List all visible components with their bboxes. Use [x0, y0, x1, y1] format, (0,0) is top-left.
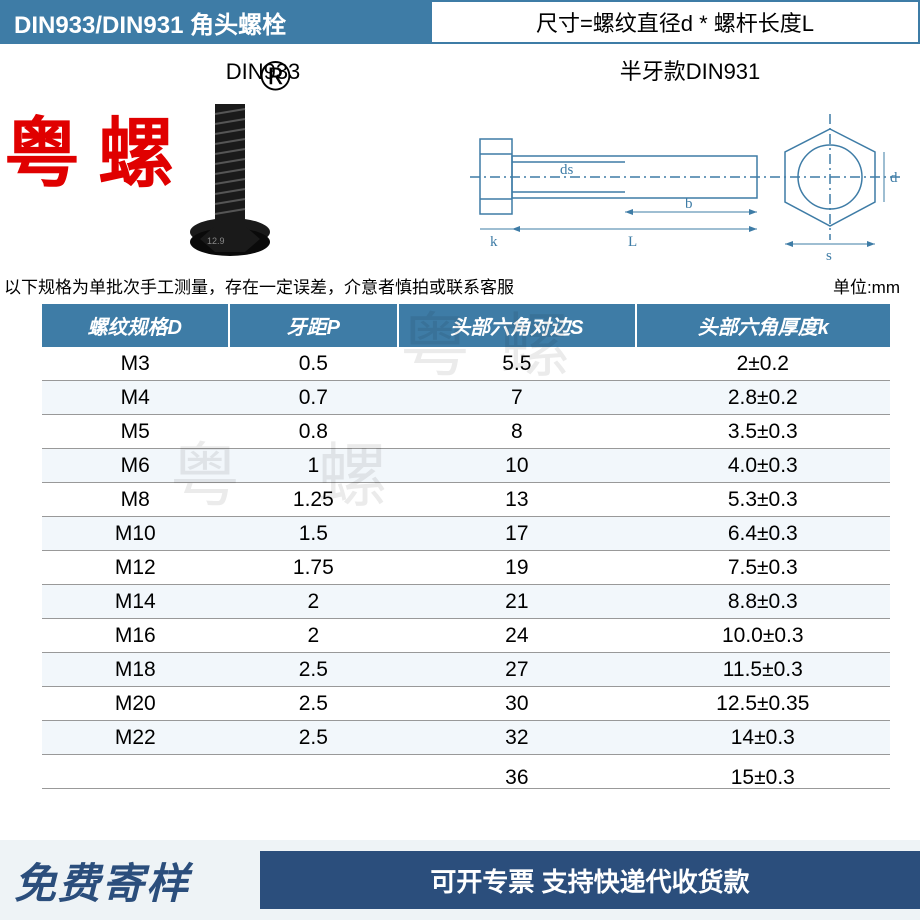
table-cell: 10.0±0.3 [636, 619, 890, 653]
table-cell: M10 [42, 517, 229, 551]
caption-row: 以下规格为单批次手工测量，存在一定误差，介意者慎拍或联系客服 单位:mm [0, 269, 920, 304]
table-cell: 10 [398, 449, 635, 483]
header-row: DIN933/DIN931 角头螺栓 尺寸=螺纹直径d * 螺杆长度L [0, 0, 920, 44]
footer-band: 免费寄样 可开专票 支持快递代收货款 [0, 840, 920, 920]
diagrams-section: 粤螺 ® 全牙款DIN933 12.9 半牙款DIN931 [0, 44, 920, 269]
table-cell: 2.5 [229, 721, 399, 755]
table-cell: 2.5 [229, 687, 399, 721]
table-cell: M3 [42, 347, 229, 381]
table-cell: M6 [42, 449, 229, 483]
table-cell: 2±0.2 [636, 347, 890, 381]
table-cell: M8 [42, 483, 229, 517]
table-row: M61104.0±0.3 [42, 449, 890, 483]
table-cell: 8.8±0.3 [636, 585, 890, 619]
table-cell: 1.75 [229, 551, 399, 585]
svg-text:b: b [685, 196, 693, 212]
table-cell: 1.25 [229, 483, 399, 517]
svg-text:d: d [890, 170, 898, 186]
col-header-s: 头部六角对边S [398, 304, 635, 347]
col-header-k: 头部六角厚度k [636, 304, 890, 347]
table-cell: M22 [42, 721, 229, 755]
table-cell: 7 [398, 381, 635, 415]
spec-table-wrap: 螺纹规格D 牙距P 头部六角对边S 头部六角厚度k M30.55.52±0.2M… [0, 304, 920, 789]
table-cell: 5.5 [398, 347, 635, 381]
table-cell [42, 755, 229, 789]
table-cell: 1.5 [229, 517, 399, 551]
col-header-d: 螺纹规格D [42, 304, 229, 347]
unit-label: 单位:mm [833, 273, 900, 298]
diagram-left-label: 全牙款DIN933 [0, 54, 460, 86]
svg-text:ds: ds [560, 162, 574, 178]
table-row: M1622410.0±0.3 [42, 619, 890, 653]
table-cell: 4.0±0.3 [636, 449, 890, 483]
table-cell: 0.8 [229, 415, 399, 449]
table-cell: 8 [398, 415, 635, 449]
diagram-right: 半牙款DIN931 [460, 44, 920, 269]
table-cell: 2 [229, 585, 399, 619]
table-cell: 2.8±0.2 [636, 381, 890, 415]
table-row: M222.53214±0.3 [42, 721, 890, 755]
table-cell: 1 [229, 449, 399, 483]
table-cell: 2.5 [229, 653, 399, 687]
brand-watermark: 粤螺 [4, 92, 192, 202]
table-cell: 24 [398, 619, 635, 653]
footer-free-sample: 免费寄样 [0, 850, 260, 911]
spec-table: 螺纹规格D 牙距P 头部六角对边S 头部六角厚度k M30.55.52±0.2M… [42, 304, 890, 789]
svg-text:k: k [490, 234, 498, 250]
measurement-note: 以下规格为单批次手工测量，存在一定误差，介意者慎拍或联系客服 [4, 273, 514, 298]
table-row: M142218.8±0.3 [42, 585, 890, 619]
table-cell: M5 [42, 415, 229, 449]
table-cell: 30 [398, 687, 635, 721]
table-cell: 14±0.3 [636, 721, 890, 755]
table-cell: 7.5±0.3 [636, 551, 890, 585]
table-cell: 15±0.3 [636, 755, 890, 789]
table-cell: 0.7 [229, 381, 399, 415]
table-cell: M16 [42, 619, 229, 653]
table-row: M40.772.8±0.2 [42, 381, 890, 415]
table-cell: 11.5±0.3 [636, 653, 890, 687]
table-cell: 13 [398, 483, 635, 517]
diagram-right-label: 半牙款DIN931 [460, 54, 920, 86]
svg-text:12.9: 12.9 [207, 236, 225, 246]
header-formula: 尺寸=螺纹直径d * 螺杆长度L [430, 0, 920, 44]
col-header-p: 牙距P [229, 304, 399, 347]
table-row: M50.883.5±0.3 [42, 415, 890, 449]
table-cell: 2 [229, 619, 399, 653]
bolt-technical-drawing: k L b ds d s [470, 94, 910, 269]
table-row: M121.75197.5±0.3 [42, 551, 890, 585]
table-cell: M14 [42, 585, 229, 619]
table-cell: 17 [398, 517, 635, 551]
footer-invoice-cod: 可开专票 支持快递代收货款 [260, 851, 920, 909]
table-cell: 21 [398, 585, 635, 619]
svg-text:s: s [826, 248, 832, 264]
table-cell: 3.5±0.3 [636, 415, 890, 449]
table-cell: 19 [398, 551, 635, 585]
table-cell: 0.5 [229, 347, 399, 381]
table-cell: M20 [42, 687, 229, 721]
registered-mark: ® [260, 52, 291, 100]
table-cell: M4 [42, 381, 229, 415]
table-cell: M12 [42, 551, 229, 585]
table-cell [229, 755, 399, 789]
table-cell: 6.4±0.3 [636, 517, 890, 551]
table-cell: 36 [398, 755, 635, 789]
table-cell: 27 [398, 653, 635, 687]
table-row: M101.5176.4±0.3 [42, 517, 890, 551]
table-cell: 5.3±0.3 [636, 483, 890, 517]
svg-text:L: L [628, 234, 637, 250]
header-title-left: DIN933/DIN931 角头螺栓 [0, 0, 430, 44]
table-cell: M18 [42, 653, 229, 687]
table-row: M202.53012.5±0.35 [42, 687, 890, 721]
table-row-cut: 3615±0.3 [42, 755, 890, 789]
table-cell: 32 [398, 721, 635, 755]
table-row: M30.55.52±0.2 [42, 347, 890, 381]
table-cell: 12.5±0.35 [636, 687, 890, 721]
table-row: M182.52711.5±0.3 [42, 653, 890, 687]
table-header-row: 螺纹规格D 牙距P 头部六角对边S 头部六角厚度k [42, 304, 890, 347]
table-row: M81.25135.3±0.3 [42, 483, 890, 517]
